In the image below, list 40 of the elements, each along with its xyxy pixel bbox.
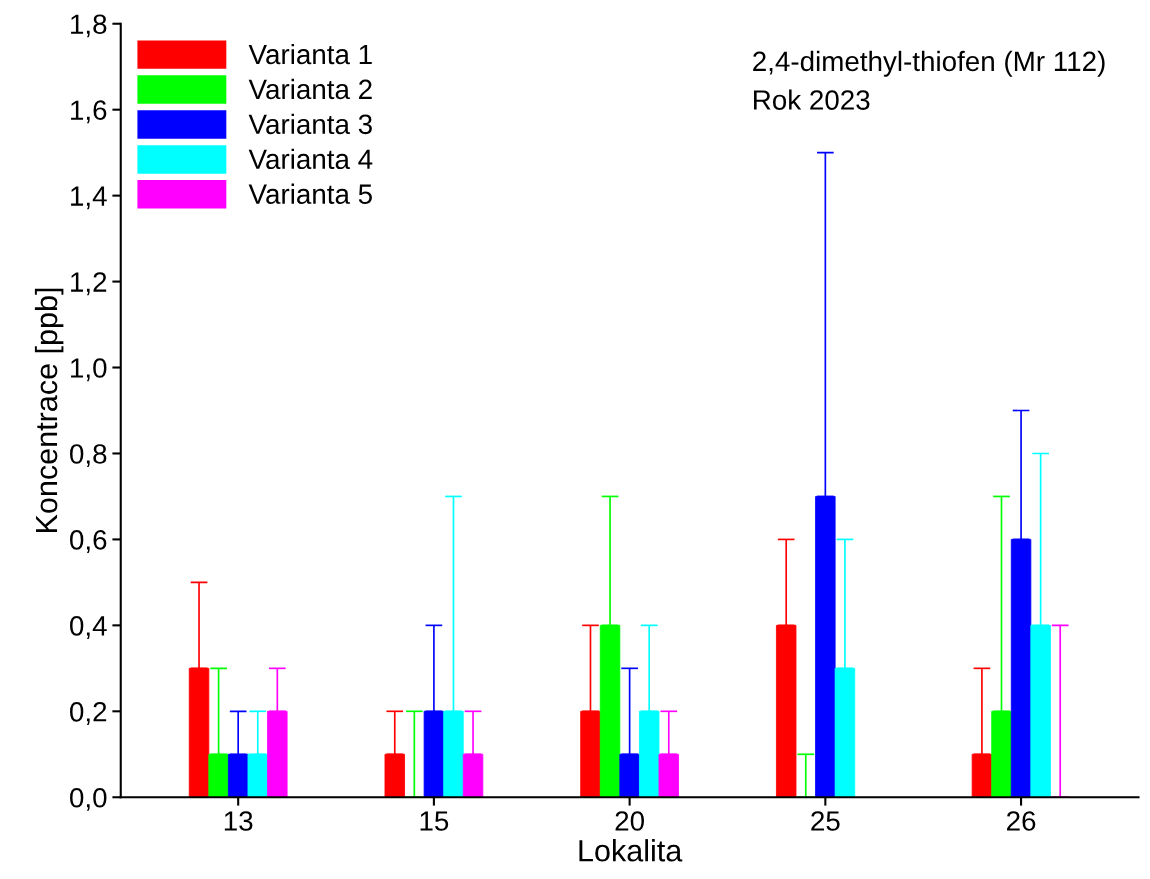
legend-label: Varianta 3 bbox=[248, 113, 372, 135]
bar bbox=[991, 710, 1012, 798]
x-tick-label: 25 bbox=[811, 811, 840, 831]
x-tick-label: 26 bbox=[1007, 811, 1036, 831]
bar bbox=[247, 753, 268, 798]
x-tick-label: 20 bbox=[615, 811, 644, 831]
y-tick-label: 1,8 bbox=[71, 14, 107, 38]
bar bbox=[188, 667, 210, 798]
legend-label: Varianta 5 bbox=[248, 183, 372, 205]
bar bbox=[227, 753, 249, 798]
y-tick-label: 0,2 bbox=[70, 701, 107, 725]
y-tick-label: 1,4 bbox=[71, 186, 107, 210]
y-tick-label: 0,8 bbox=[70, 444, 107, 468]
bar bbox=[580, 710, 601, 798]
bar bbox=[208, 753, 229, 798]
y-tick-label: 1,0 bbox=[71, 358, 107, 382]
legend-label: Varianta 1 bbox=[248, 43, 372, 65]
bar bbox=[384, 753, 405, 798]
bar bbox=[443, 710, 464, 798]
y-tick-label: 1,2 bbox=[71, 272, 107, 296]
bar bbox=[658, 753, 679, 798]
x-tick-label: 13 bbox=[224, 811, 253, 831]
bar bbox=[971, 753, 993, 798]
bar bbox=[462, 753, 484, 798]
annotation: 2,4-dimethyl-thiofen (Mr 112) bbox=[753, 50, 1105, 77]
y-tick-label: 0,6 bbox=[70, 530, 107, 554]
y-tick-label: 0,0 bbox=[70, 787, 107, 811]
x-axis-title: Lokalita bbox=[579, 839, 683, 862]
bar bbox=[267, 710, 288, 798]
x-tick-label: 15 bbox=[420, 811, 449, 831]
bar bbox=[834, 667, 856, 798]
y-axis-title: Koncentrace [ppb] bbox=[34, 288, 64, 532]
legend-label: Varianta 2 bbox=[248, 78, 372, 100]
annotation: Rok 2023 bbox=[754, 89, 870, 110]
y-tick-label: 1,6 bbox=[71, 100, 107, 124]
bar bbox=[423, 710, 445, 798]
bar bbox=[619, 753, 640, 798]
y-tick-label: 0,4 bbox=[70, 616, 107, 639]
legend-label: Varianta 4 bbox=[248, 148, 373, 170]
bar bbox=[638, 710, 660, 798]
